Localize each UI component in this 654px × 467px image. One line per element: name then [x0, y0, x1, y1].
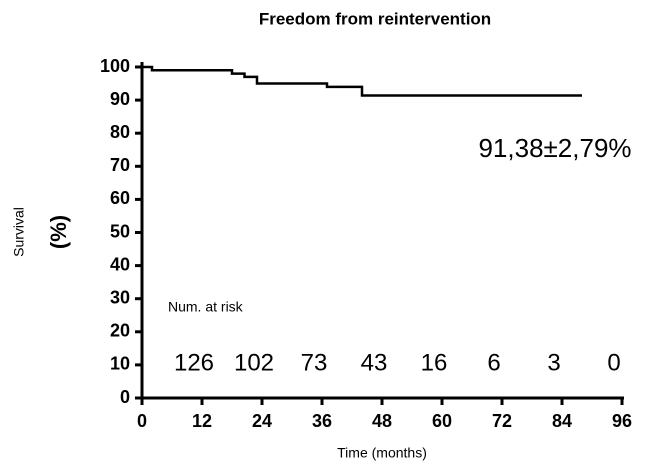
at-risk: 16	[421, 349, 448, 376]
y-tick-label: 90	[110, 89, 130, 109]
x-tick-label: 12	[192, 411, 212, 431]
y-tick-label: 40	[110, 254, 130, 274]
y-tick-label: 20	[110, 321, 130, 341]
x-tick-label: 0	[137, 411, 147, 431]
x-tick-label: 72	[492, 411, 512, 431]
x-tick-label: 24	[252, 411, 272, 431]
y-tick-label: 80	[110, 122, 130, 142]
x-tick-label: 36	[312, 411, 332, 431]
x-tick-label: 60	[432, 411, 452, 431]
y-tick-label: 50	[110, 221, 130, 241]
at-risk: 0	[607, 349, 620, 376]
chart-title: Freedom from reintervention	[259, 9, 491, 28]
x-tick-label: 48	[372, 411, 392, 431]
x-axis-label: Time (months)	[337, 445, 427, 461]
at-risk: 126	[174, 349, 214, 376]
y-tick-label: 100	[100, 56, 130, 76]
y-tick-label: 60	[110, 188, 130, 208]
y-axis-unit: (%)	[46, 215, 71, 249]
x-tick-label: 96	[612, 411, 632, 431]
x-tick-label: 84	[552, 411, 572, 431]
at-risk: 6	[487, 349, 500, 376]
at-risk: 3	[547, 349, 560, 376]
y-tick-label: 0	[120, 387, 130, 407]
survival-curve	[142, 65, 582, 97]
at-risk: 73	[301, 349, 328, 376]
y-axis-label: Survival	[11, 207, 27, 257]
y-tick-label: 30	[110, 287, 130, 307]
y-tick-label: 10	[110, 354, 130, 374]
at-risk: 43	[361, 349, 388, 376]
annotation: 91,38±2,79%	[478, 133, 631, 163]
y-tick-label: 70	[110, 155, 130, 175]
risk-title: Num. at risk	[168, 299, 244, 315]
at-risk: 102	[234, 349, 274, 376]
